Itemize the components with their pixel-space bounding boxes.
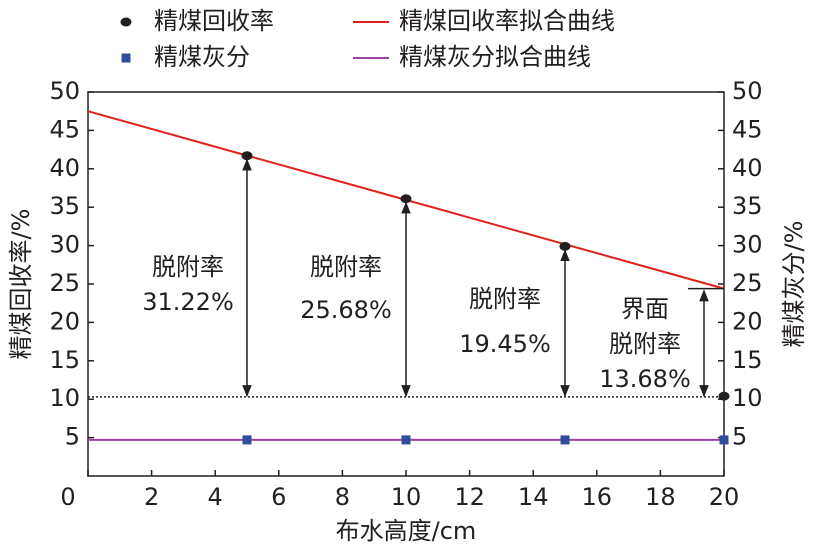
y2-tick-label: 5 <box>732 423 747 451</box>
y-tick-label: 30 <box>49 231 80 259</box>
y-tick-label: 20 <box>49 307 80 335</box>
y2-tick-label: 45 <box>732 115 763 143</box>
x-tick-label: 10 <box>391 483 422 511</box>
annotation-text: 脱附率 <box>469 285 541 313</box>
annotation-text: 脱附率 <box>310 253 382 281</box>
x-tick-label: 4 <box>208 483 223 511</box>
y2-tick-label: 35 <box>732 192 763 220</box>
point <box>718 391 730 401</box>
y-tick-label: 35 <box>49 192 80 220</box>
x-tick-label: 18 <box>645 483 676 511</box>
y-tick-label: 25 <box>49 269 80 297</box>
y2-tick-label: 25 <box>732 269 763 297</box>
point <box>719 435 729 445</box>
annotation-text: 19.45% <box>459 330 551 358</box>
y-tick-label: 10 <box>49 384 80 412</box>
point <box>559 241 571 251</box>
y2-tick-label: 40 <box>732 154 763 182</box>
annotation-text: 脱附率 <box>609 330 681 358</box>
x-axis-label: 布水高度/cm <box>336 517 477 545</box>
legend-swatch <box>120 17 132 27</box>
y2-axis-label: 精煤灰分/% <box>780 221 808 348</box>
x-tick-label: 0 <box>60 483 75 511</box>
y-tick-label: 45 <box>49 115 80 143</box>
point <box>400 194 412 204</box>
legend-label: 精煤灰分拟合曲线 <box>399 43 591 71</box>
y-tick-label: 5 <box>65 423 80 451</box>
y-tick-label: 15 <box>49 346 80 374</box>
annotation-text: 脱附率 <box>152 253 224 281</box>
point <box>241 151 253 161</box>
annotation-text: 13.68% <box>599 365 691 393</box>
x-tick-label: 2 <box>144 483 159 511</box>
legend-label: 精煤灰分 <box>154 43 250 71</box>
y-axis-label: 精煤回收率/% <box>7 209 35 360</box>
x-tick-label: 8 <box>335 483 350 511</box>
legend-label: 精煤回收率 <box>154 7 274 35</box>
annotation-text: 31.22% <box>142 288 234 316</box>
y2-tick-label: 50 <box>732 77 763 105</box>
y-tick-label: 40 <box>49 154 80 182</box>
y-tick-label: 50 <box>49 77 80 105</box>
y2-tick-label: 20 <box>732 307 763 335</box>
x-tick-label: 14 <box>518 483 549 511</box>
x-tick-label: 20 <box>709 483 740 511</box>
annotation-text: 界面 <box>621 295 669 323</box>
x-tick-label: 16 <box>582 483 613 511</box>
point <box>560 435 570 445</box>
legend-swatch <box>121 53 131 63</box>
point <box>401 435 411 445</box>
point <box>242 435 252 445</box>
x-tick-label: 12 <box>454 483 485 511</box>
y2-tick-label: 10 <box>732 384 763 412</box>
annotation-text: 25.68% <box>300 296 392 324</box>
legend-label: 精煤回收率拟合曲线 <box>399 7 615 35</box>
x-tick-label: 6 <box>271 483 286 511</box>
y2-tick-label: 15 <box>732 346 763 374</box>
y2-tick-label: 30 <box>732 231 763 259</box>
